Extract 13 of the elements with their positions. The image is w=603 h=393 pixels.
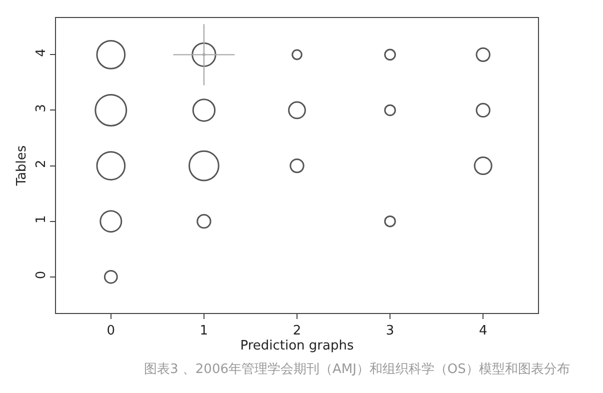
x-tick-label: 1	[200, 324, 208, 339]
y-tick-label: 0	[34, 270, 49, 280]
y-tick-label: 2	[34, 160, 49, 168]
y-tick-label: 3	[34, 104, 49, 112]
y-axis-title: Tables	[14, 145, 30, 187]
x-tick-label: 0	[106, 324, 116, 339]
x-tick-label: 2	[292, 324, 302, 339]
text: 图表3 、2006年管理学会期刊（AMJ）和组织科学（OS）模型和图表分布	[144, 362, 570, 377]
x-axis-title: Prediction graphs	[240, 338, 354, 354]
y-tick-label: 4	[34, 48, 49, 57]
y-tick-label: 1	[34, 215, 49, 224]
x-tick-label: 3	[386, 324, 394, 339]
x-tick-label: 4	[478, 324, 488, 339]
